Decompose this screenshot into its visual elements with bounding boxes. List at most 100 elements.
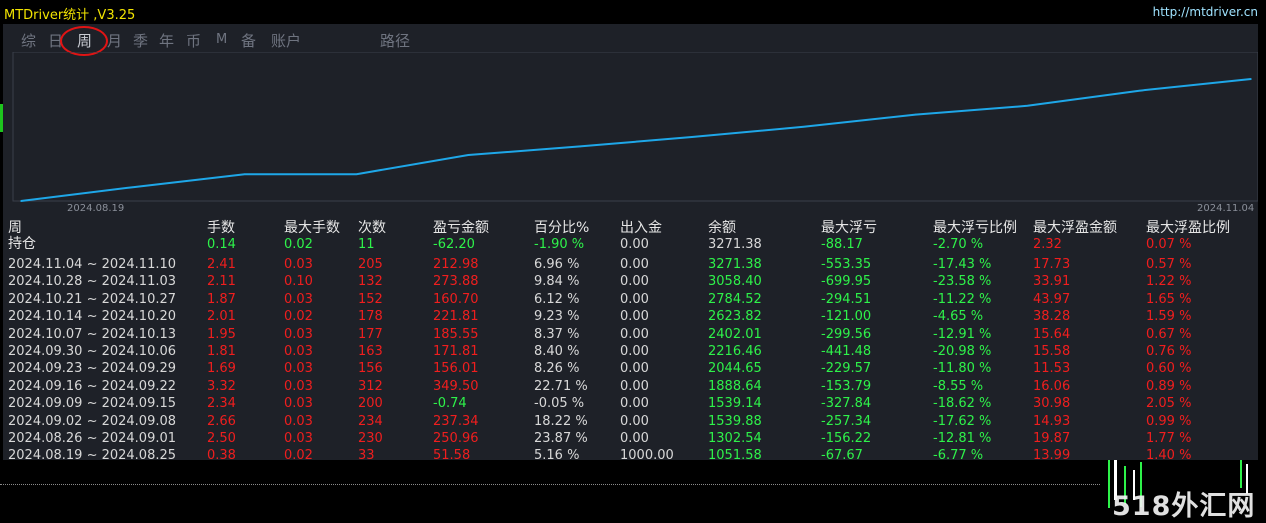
website-link[interactable]: http://mtdriver.cn [1152,5,1258,19]
table-cell: 11.53 [1033,361,1071,377]
table-row: 2024.08.19 ~ 2024.08.25 0.38 0.02 33 51.58 5.… [3,447,1258,464]
table-cell: 0.00 [620,237,649,252]
left-indicator [0,104,3,132]
chart-bottom-strip: 518外汇网 [0,460,1266,522]
table-cell: -18.62 % [933,396,992,412]
table-cell: -4.65 % [933,309,984,325]
header-cell: 手数 [207,220,235,236]
row-label: 2024.11.04 ~ 2024.11.10 [8,257,177,272]
candle [1124,466,1126,504]
candle [1114,460,1117,500]
table-cell: 171.81 [433,344,479,359]
table-cell: 1302.54 [708,431,762,446]
table-cell: 3271.38 [708,237,762,252]
table-row: 2024.10.28 ~ 2024.11.03 2.11 0.10 132 273.88… [3,273,1258,290]
table-cell: 0.00 [620,291,649,307]
row-label: 2024.10.14 ~ 2024.10.20 [8,309,177,325]
table-row: 2024.10.07 ~ 2024.10.13 1.95 0.03 177 185.55… [3,326,1258,343]
header-cell: 最大浮盈比例 [1146,220,1230,236]
header-cell: 盈亏金额 [433,220,489,236]
table-cell: 2402.01 [708,326,762,342]
row-label: 2024.08.26 ~ 2024.09.01 [8,431,177,446]
table-cell: 2.32 [1033,237,1062,252]
tab-quarter[interactable]: 季 [133,32,149,50]
holding-row: 持仓 0.14 0.02 11 -62.20 -1.90 % 0.00 3271.38 -88.… [3,236,1258,253]
tab-summary[interactable]: 综 [21,32,37,50]
table-cell: 185.55 [433,326,479,342]
table-cell: 312 [358,378,383,394]
tab-account[interactable]: 账户 [271,32,302,50]
stats-panel: 综 日 周 月 季 年 币 M 备 账户 路径 2024.08.19 2024.… [3,24,1258,486]
table-cell: 1.59 % [1146,309,1192,325]
balance-line [20,78,1252,202]
table-cell: 1.69 [207,361,236,377]
dotted-line [0,484,1100,485]
table-row: 2024.10.21 ~ 2024.10.27 1.87 0.03 152 160.70… [3,291,1258,308]
table-cell: 0.00 [620,431,649,446]
table-cell: -1.90 % [534,237,585,252]
table-cell: 2.41 [207,257,236,272]
tab-month[interactable]: 月 [107,32,123,50]
tab-path[interactable]: 路径 [380,32,411,50]
table-cell: 0.03 [284,257,313,272]
table-cell: 0.60 % [1146,361,1192,377]
table-cell: -156.22 [821,431,872,446]
candle [1108,460,1110,508]
row-label: 2024.10.28 ~ 2024.11.03 [8,274,177,290]
chart-start-date: 2024.08.19 [67,203,125,214]
table-cell: 0.76 % [1146,344,1192,359]
table-cell: 0.14 [207,237,236,252]
title-bar: MTDriver统计 ,V3.25 http://mtdriver.cn [0,0,1266,24]
table-cell: -11.80 % [933,361,992,377]
table-cell: 11 [358,237,375,252]
header-cell: 次数 [358,220,386,236]
chart-end-date: 2024.11.04 [1197,203,1255,214]
table-cell: 0.00 [620,326,649,342]
header-cell: 最大手数 [284,220,340,236]
table-cell: -121.00 [821,309,872,325]
table-cell: 0.02 [284,309,313,325]
table-cell: 8.40 % [534,344,580,359]
table-cell: -0.05 % [534,396,585,412]
table-cell: 14.93 [1033,413,1071,429]
table-cell: -17.62 % [933,413,992,429]
table-cell: 18.22 % [534,413,588,429]
table-cell: 273.88 [433,274,479,290]
table-cell: 8.37 % [534,326,580,342]
tab-remark[interactable]: 备 [241,32,257,50]
table-cell: 0.99 % [1146,413,1192,429]
table-cell: -699.95 [821,274,872,290]
row-label: 2024.08.19 ~ 2024.08.25 [8,448,177,464]
table-cell: 1.40 % [1146,448,1192,464]
table-cell: 0.89 % [1146,378,1192,394]
table-cell: 1.95 [207,326,236,342]
tab-currency[interactable]: 币 [186,32,202,50]
tab-year[interactable]: 年 [159,32,175,50]
table-cell: 1888.64 [708,378,762,394]
tab-magic[interactable]: M [216,32,228,47]
table-cell: 2044.65 [708,361,762,377]
row-label: 持仓 [8,236,36,252]
balance-point [691,136,693,138]
app-title: MTDriver统计 ,V3.25 [4,8,136,23]
table-cell: 160.70 [433,291,479,307]
watermark-logo: 518外汇网 [1112,491,1256,522]
table-cell: 13.99 [1033,448,1071,464]
table-row: 2024.11.04 ~ 2024.11.10 2.41 0.03 205 212.98… [3,256,1258,273]
table-cell: 2.05 % [1146,396,1192,412]
table-cell: 0.07 % [1146,237,1192,252]
table-cell: 33 [358,448,375,464]
table-cell: -17.43 % [933,257,992,272]
table-cell: 3.32 [207,378,236,394]
table-cell: 0.00 [620,257,649,272]
table-cell: 2216.46 [708,344,762,359]
table-cell: 51.58 [433,448,471,464]
tab-day[interactable]: 日 [48,32,64,50]
active-tab-highlight [60,26,108,56]
table-cell: 0.02 [284,448,313,464]
table-cell: 9.84 % [534,274,580,290]
table-row: 2024.09.02 ~ 2024.09.08 2.66 0.03 234 237.34… [3,413,1258,430]
table-row: 2024.08.26 ~ 2024.09.01 2.50 0.03 230 250.96… [3,430,1258,447]
table-cell: 0.00 [620,413,649,429]
table-cell: 0.57 % [1146,257,1192,272]
